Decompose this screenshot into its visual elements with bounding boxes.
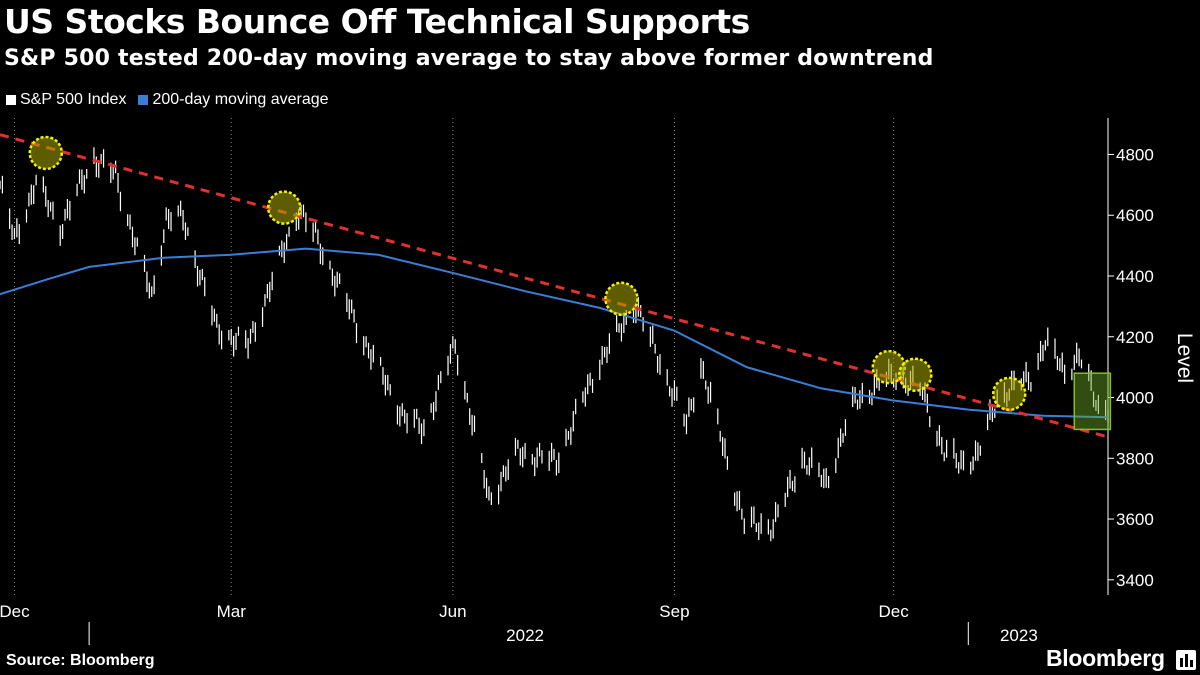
downtrend-line [0, 133, 1109, 439]
y-tick-label-3600: 3600 [1116, 510, 1154, 529]
source-note: Source: Bloomberg [6, 652, 155, 669]
touch-marker-4 [898, 357, 933, 392]
year-label-1: 2023 [1000, 626, 1038, 645]
legend-label-sp500: S&P 500 Index [20, 91, 127, 108]
y-tick-label-4600: 4600 [1116, 206, 1154, 225]
chart-legend: S&P 500 Index 200-day moving average [6, 91, 341, 109]
highlight-box [1073, 372, 1112, 431]
y-tick-label-4200: 4200 [1116, 328, 1154, 347]
touch-marker-0 [28, 135, 64, 171]
x-tick-label-4: Dec [879, 602, 910, 621]
sp500-series [0, 147, 1109, 542]
legend-swatch-moving-average [138, 95, 149, 105]
y-axis-title: Level [1173, 333, 1196, 383]
year-label-0: 2022 [506, 626, 544, 645]
page-subtitle: S&P 500 tested 200-day moving average to… [4, 46, 934, 71]
touch-marker-2 [604, 281, 639, 317]
x-tick-label-3: Sep [659, 602, 689, 621]
touch-marker-1 [266, 190, 302, 225]
legend-item-sp500: S&P 500 Index [6, 91, 126, 109]
y-tick-label-3800: 3800 [1116, 449, 1154, 468]
y-tick-label-4000: 4000 [1116, 389, 1154, 408]
x-tick-label-2: Jun [439, 602, 466, 621]
moving-average-line [0, 247, 1109, 419]
y-tick-label-3400: 3400 [1116, 571, 1154, 590]
y-tick-label-4400: 4400 [1116, 267, 1154, 286]
legend-swatch-sp500 [6, 95, 16, 105]
x-tick-label-0: Dec [0, 602, 30, 621]
legend-label-moving-average: 200-day moving average [152, 91, 329, 108]
y-tick-label-4800: 4800 [1116, 145, 1154, 164]
x-tick-label-1: Mar [217, 602, 247, 621]
touch-marker-5 [991, 376, 1027, 412]
brand-wordmark: Bloomberg [1046, 645, 1165, 671]
page-title: US Stocks Bounce Off Technical Supports [4, 2, 750, 41]
legend-item-moving-average: 200-day moving average [138, 91, 329, 109]
bar-chart-icon [1176, 650, 1196, 670]
